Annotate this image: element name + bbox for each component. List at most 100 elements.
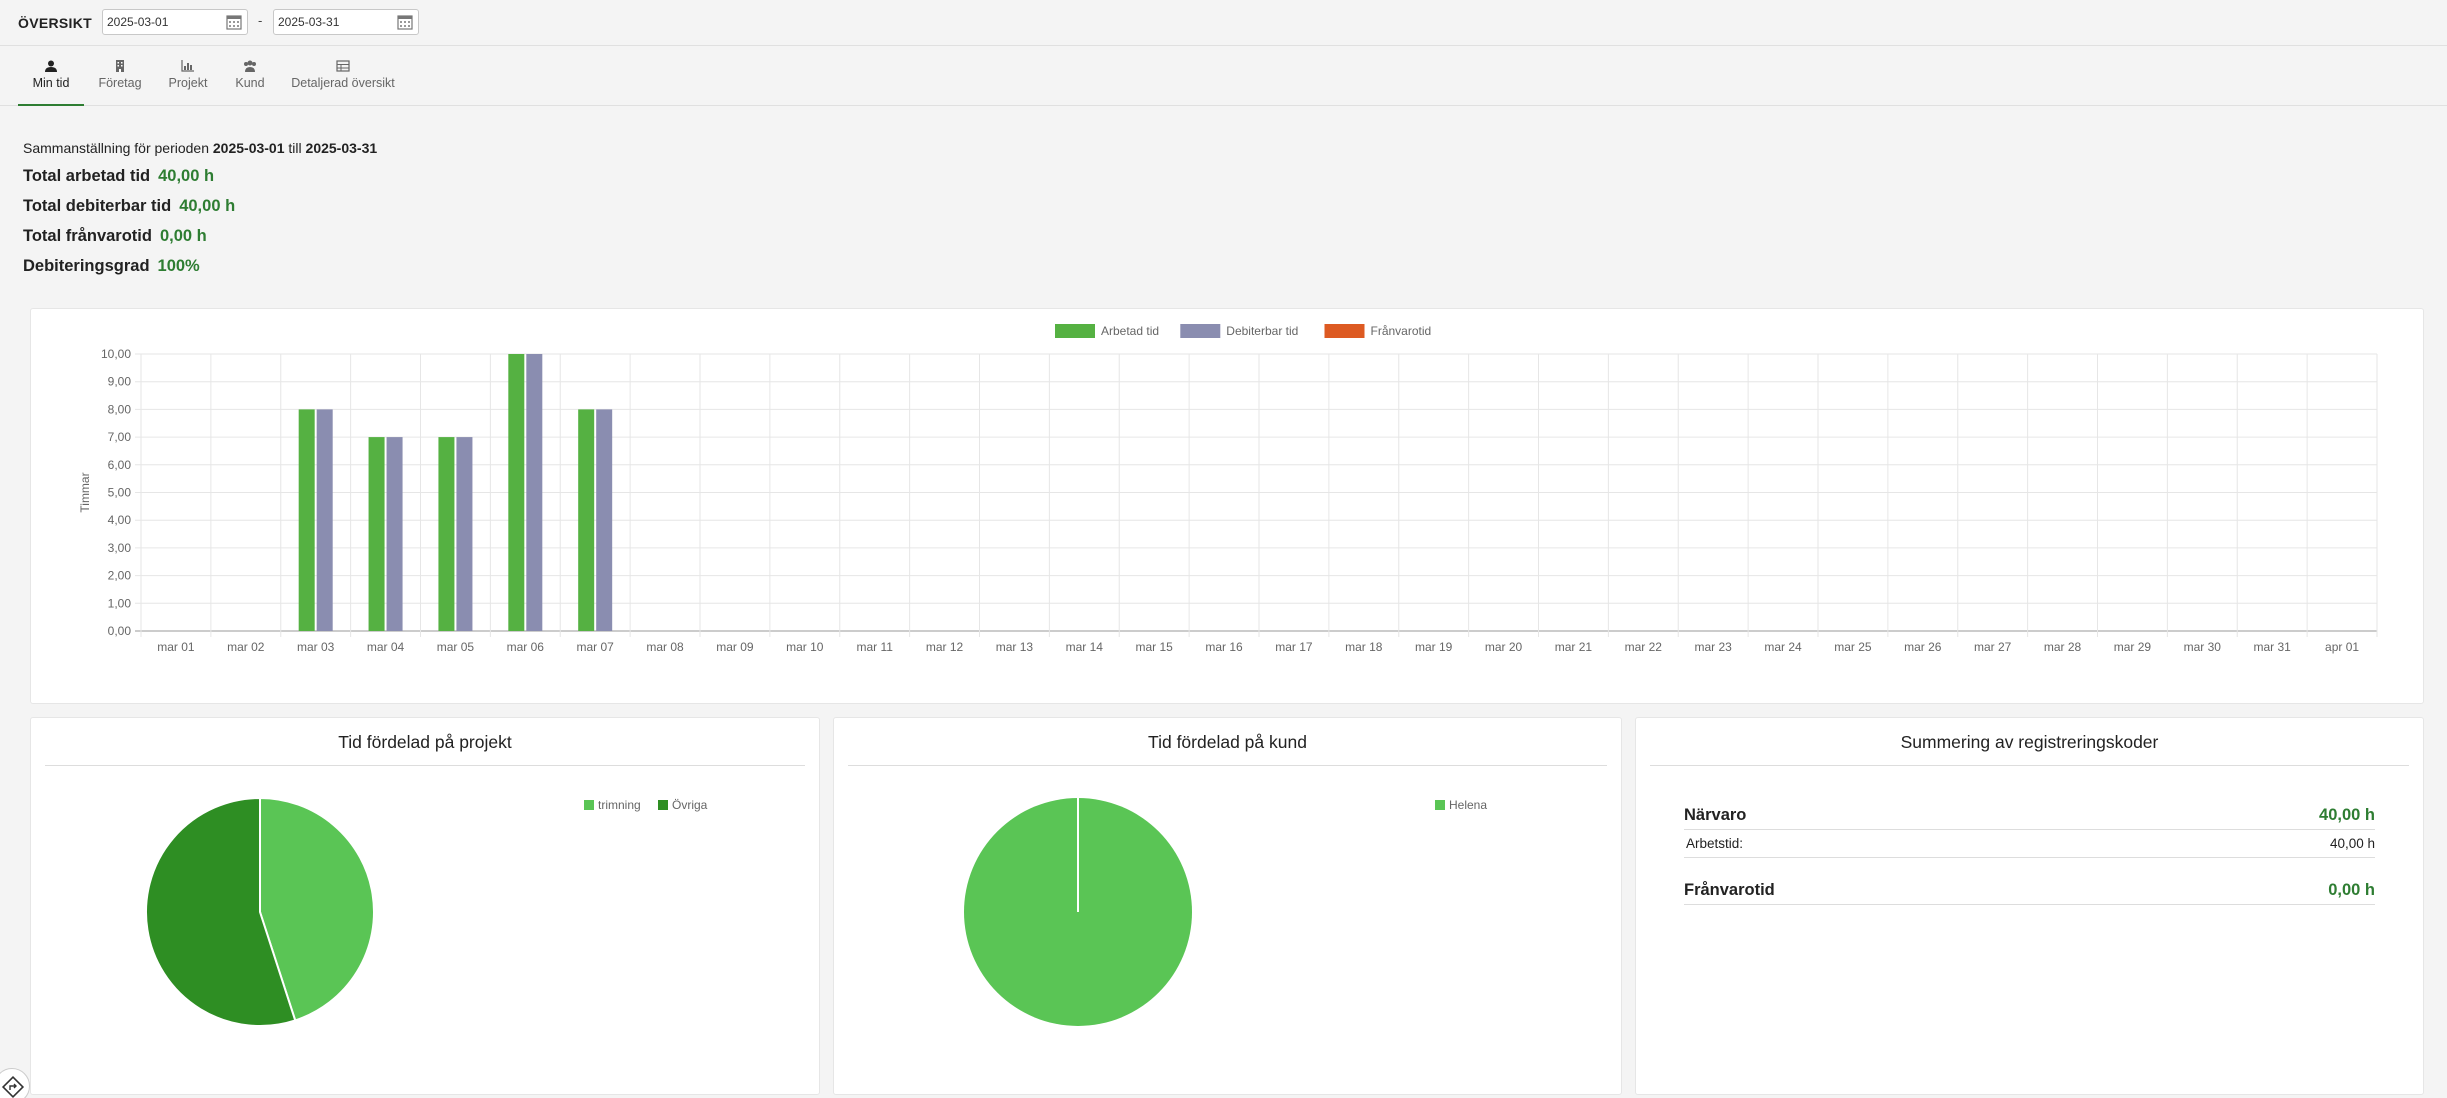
tab-label: Detaljerad översikt [291,76,395,90]
period-from: 2025-03-01 [212,140,285,156]
period-to: 2025-03-31 [305,140,378,156]
x-tick-label: mar 12 [926,640,964,654]
directions-icon [1,1075,25,1098]
legend-item: Övriga [658,798,708,812]
y-axis-label: Timmar [78,472,92,512]
y-tick-label: 6,00 [108,458,132,472]
period-connector: till [288,140,302,156]
date-to-input[interactable]: 2025-03-31 [273,9,419,35]
pie-slice-trimning [259,796,375,1022]
legend-item: Helena [1435,798,1487,812]
tab-kund[interactable]: Kund [228,56,272,106]
x-tick-label: mar 13 [996,640,1034,654]
y-tick-label: 9,00 [108,375,132,389]
date-from-input[interactable]: 2025-03-01 [102,9,248,35]
legend-label: Arbetad tid [1101,324,1159,338]
reg-group-narvaro: Närvaro 40,00 h [1684,806,2375,830]
x-tick-label: mar 29 [2114,640,2152,654]
x-tick-label: mar 06 [507,640,545,654]
user-icon [45,60,57,72]
legend-swatch [584,800,594,810]
tab-label: Kund [235,76,265,90]
x-tick-label: mar 18 [1345,640,1383,654]
x-tick-label: mar 01 [157,640,195,654]
x-tick-label: mar 08 [646,640,684,654]
x-tick-label: mar 24 [1764,640,1802,654]
billing-rate-value: 100% [157,257,200,275]
total-worked-label: Total arbetad tid [23,167,151,185]
feedback-corner-button[interactable] [0,1068,30,1098]
project-pie-card: Tid fördelad på projekt trimning Övriga [30,717,820,1095]
bar-arbetad-tid [368,437,385,631]
reg-group-value: 40,00 h [2319,806,2375,824]
x-tick-label: mar 03 [297,640,335,654]
calendar-icon[interactable] [396,13,414,31]
billing-rate-label: Debiteringsgrad [23,257,150,275]
legend-item: Debiterbar tid [1180,324,1298,338]
bar-debiterbar-tid [316,409,333,631]
bar-debiterbar-tid [456,437,473,631]
y-tick-label: 3,00 [108,541,132,555]
legend-label: Debiterbar tid [1226,324,1298,338]
legend-swatch [1180,324,1221,338]
y-tick-label: 7,00 [108,430,132,444]
period-line: Sammanställning för perioden 2025-03-01 … [23,140,377,156]
x-tick-label: mar 14 [1066,640,1104,654]
date-to-value: 2025-03-31 [278,15,340,29]
x-tick-label: mar 09 [716,640,754,654]
y-tick-label: 0,00 [108,624,132,638]
x-tick-label: mar 31 [2254,640,2292,654]
daily-hours-bar-chart: 0,00 1,00 2,00 3,00 4,00 5,00 6,00 7,00 8,00 9,00… [78,324,2378,654]
reg-item-arbetstid: Arbetstid: 40,00 h [1684,836,2375,858]
bar-debiterbar-tid [386,437,403,631]
y-tick-label: 4,00 [108,513,132,527]
legend-swatch [1055,324,1095,338]
calendar-icon[interactable] [225,13,243,31]
tab-bar: Min tid Företag Projekt Kund Detaljerad … [0,46,2447,106]
reg-group-label: Närvaro [1684,806,1747,824]
tab-detaljerad-oversikt[interactable]: Detaljerad översikt [290,56,396,106]
legend-item: Arbetad tid [1055,324,1159,338]
y-tick-label: 1,00 [108,596,132,610]
y-tick-label: 8,00 [108,402,132,416]
reg-item-value: 40,00 h [2329,836,2375,851]
x-tick-label: mar 26 [1904,640,1942,654]
x-tick-label: mar 25 [1834,640,1872,654]
registration-card: Summering av registreringskoder Närvaro … [1635,717,2424,1095]
y-tick-label: 2,00 [108,569,132,583]
x-tick-label: mar 10 [786,640,824,654]
x-tick-label: mar 11 [856,640,893,654]
legend-swatch [1324,324,1365,338]
total-worked-value: 40,00 h [158,167,215,185]
customer-pie-chart: Helena [964,798,1487,1026]
reg-group-franvarotid: Frånvarotid 0,00 h [1684,881,2375,905]
x-tick-label: mar 30 [2184,640,2222,654]
customer-pie-title: Tid fördelad på kund [848,730,1607,766]
bar-arbetad-tid [438,437,455,631]
pie-slice-övriga [145,796,297,1027]
reg-group-value: 0,00 h [2328,881,2375,899]
total-billable-row: Total debiterbar tid 40,00 h [23,196,377,226]
summary-section: Sammanställning för perioden 2025-03-01 … [23,140,377,286]
tab-projekt[interactable]: Projekt [162,56,214,106]
bar-chart-icon [181,60,194,72]
tab-foretag[interactable]: Företag [92,56,148,106]
x-tick-label: mar 28 [2044,640,2082,654]
y-tick-label: 10,00 [101,347,131,361]
bar-chart-card: 0,00 1,00 2,00 3,00 4,00 5,00 6,00 7,00 8,00 9,00… [30,308,2424,704]
period-prefix: Sammanställning för perioden [23,140,209,156]
y-tick-label: 5,00 [108,486,132,500]
x-tick-label: mar 17 [1275,640,1313,654]
reg-group-label: Frånvarotid [1684,881,1775,899]
date-separator: - [258,13,263,28]
total-absence-label: Total frånvarotid [23,227,152,245]
tab-min-tid[interactable]: Min tid [18,56,84,106]
building-icon [116,60,124,72]
x-tick-label: mar 05 [437,640,475,654]
x-tick-label: mar 22 [1625,640,1663,654]
tab-label: Min tid [32,76,70,90]
total-billable-label: Total debiterbar tid [23,197,172,215]
date-from-value: 2025-03-01 [107,15,169,29]
bar-arbetad-tid [578,409,595,631]
total-absence-value: 0,00 h [159,227,207,245]
